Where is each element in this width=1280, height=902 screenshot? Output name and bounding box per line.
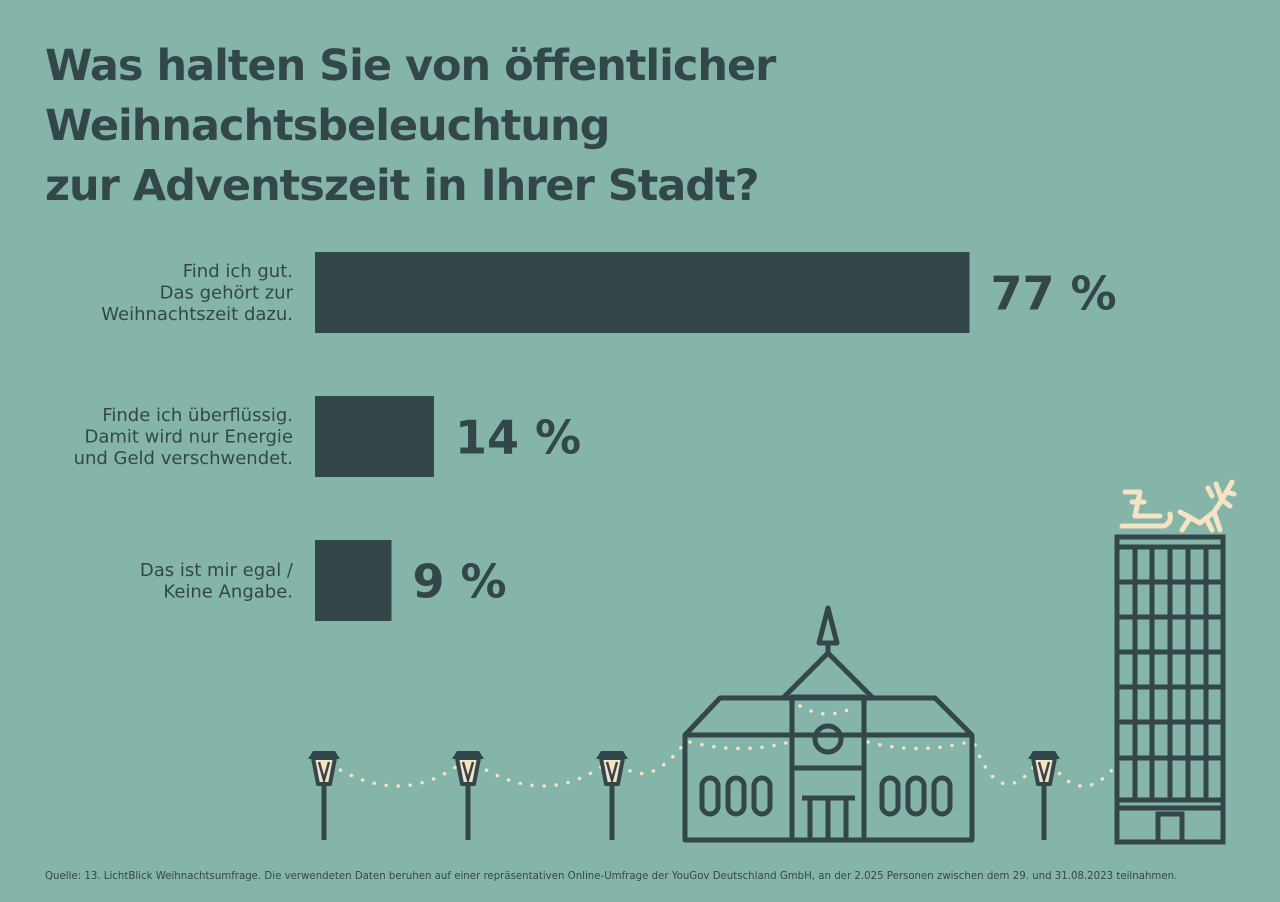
sleigh-icon	[1119, 489, 1173, 529]
category-label-line: Damit wird nur Energie	[84, 427, 293, 448]
street-lamp-icon	[308, 751, 340, 840]
value-label-3: 9 %	[413, 555, 507, 609]
category-label-2: Finde ich überflüssig. Damit wird nur Ene…	[74, 405, 293, 469]
category-label-line: Weihnachtszeit dazu.	[101, 304, 293, 325]
category-label-line: Keine Angabe.	[163, 581, 293, 602]
bar-chart: 77 % Find ich gut. Das gehört zur Weihnacht…	[74, 252, 1117, 621]
category-label-line: Das ist mir egal /	[140, 560, 294, 581]
street-lamp-icon	[596, 751, 628, 840]
reindeer-icon	[1177, 479, 1237, 533]
street-lamp-icon	[1028, 751, 1060, 840]
category-label-line: Das gehört zur	[160, 283, 294, 304]
skyscraper-icon	[1114, 534, 1226, 845]
chart-title: Was halten Sie von öffentlicher Weihnach…	[45, 36, 1245, 216]
bar-2	[315, 396, 434, 477]
category-label-line: Find ich gut.	[183, 261, 293, 282]
string-lights-icon	[328, 704, 1114, 788]
source-note: Quelle: 13. LichtBlick Weihnachtsumfrage…	[45, 871, 1178, 882]
chart-title-line-1: Was halten Sie von öffentlicher Weihnach…	[45, 41, 776, 151]
town-hall-icon	[682, 605, 975, 843]
category-label-1: Find ich gut. Das gehört zur Weihnachtszei…	[101, 261, 293, 325]
category-label-line: Finde ich überflüssig.	[102, 405, 293, 426]
category-label-line: und Geld verschwendet.	[74, 448, 293, 469]
bar-1	[315, 252, 970, 333]
category-label-3: Das ist mir egal / Keine Angabe.	[140, 560, 294, 603]
value-label-2: 14 %	[455, 411, 581, 465]
street-lamp-icon	[452, 751, 484, 840]
bar-3	[315, 540, 392, 621]
chart-title-line-2: zur Adventszeit in Ihrer Stadt?	[45, 161, 760, 211]
value-label-1: 77 %	[991, 267, 1117, 321]
